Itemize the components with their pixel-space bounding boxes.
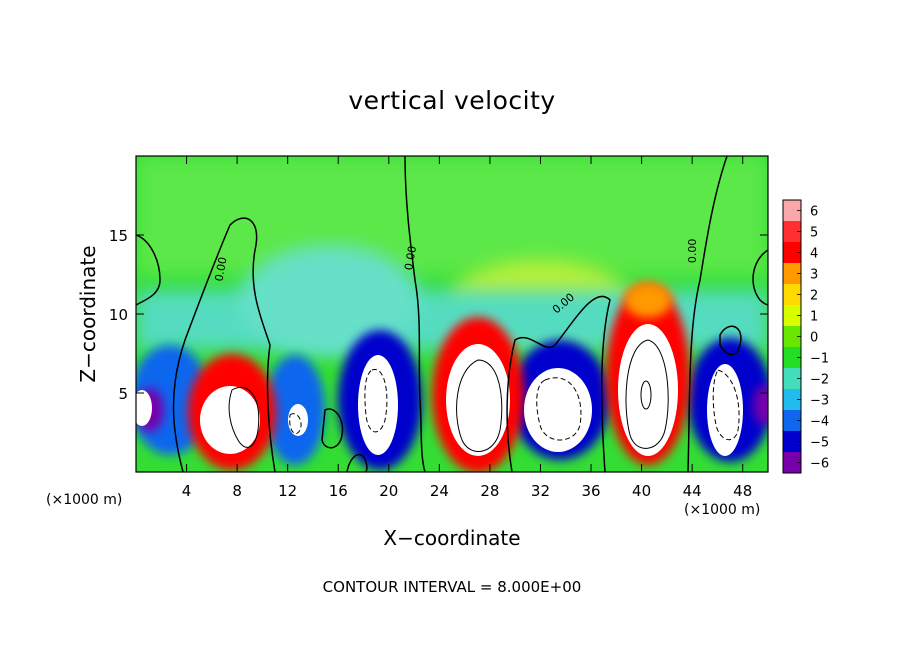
y-tick-label: 10 bbox=[109, 306, 128, 324]
downdraft-2-core bbox=[288, 404, 308, 436]
contour-zero-7 bbox=[719, 325, 742, 356]
x-tick-label: 48 bbox=[733, 482, 752, 500]
contour-pos-2 bbox=[456, 359, 503, 452]
x-tick-label: 24 bbox=[430, 482, 449, 500]
colorbar-label: −6 bbox=[810, 457, 829, 472]
x-unit-label-left: (×1000 m) bbox=[46, 492, 123, 508]
x-tick-label: 16 bbox=[329, 482, 348, 500]
x-tick-label: 44 bbox=[683, 482, 702, 500]
colorbar-swatch bbox=[783, 263, 801, 285]
colorbar-label: 6 bbox=[810, 205, 818, 220]
positive-contours bbox=[228, 339, 669, 452]
contour-zero-6 bbox=[752, 249, 768, 306]
contour-zero-5 bbox=[136, 234, 161, 306]
colorbar-swatch bbox=[783, 221, 801, 243]
colorbar-swatch bbox=[783, 368, 801, 390]
x-tick-label: 8 bbox=[232, 482, 242, 500]
x-tick-label: 4 bbox=[182, 482, 192, 500]
x-unit-label-right: (×1000 m) bbox=[684, 502, 761, 518]
y-axis-ticks: 5 10 15 bbox=[109, 227, 768, 403]
chart-title: vertical velocity bbox=[348, 86, 556, 115]
colorbar-label: −3 bbox=[810, 394, 829, 409]
contour-pos-3 bbox=[625, 339, 669, 449]
x-tick-label: 12 bbox=[278, 482, 297, 500]
downdraft-3-core bbox=[358, 355, 398, 455]
x-tick-label: 36 bbox=[581, 482, 600, 500]
colorbar-swatch bbox=[783, 452, 801, 474]
downdraft-5-core bbox=[707, 364, 743, 456]
colorbar-label: 3 bbox=[810, 268, 818, 283]
contour-neg-3 bbox=[712, 369, 740, 440]
y-tick-label: 5 bbox=[118, 385, 128, 403]
colorbar-label: 5 bbox=[810, 226, 818, 241]
colorbar-swatch bbox=[783, 410, 801, 432]
contour-zero-4 bbox=[687, 156, 728, 472]
colorbar-label: 2 bbox=[810, 289, 818, 304]
negative-contours bbox=[289, 369, 740, 441]
contour-zero-9 bbox=[346, 453, 368, 472]
colorbar-swatch bbox=[783, 200, 801, 222]
colorbar-label: −5 bbox=[810, 436, 829, 451]
contour-interval-note: CONTOUR INTERVAL = 8.000E+00 bbox=[322, 578, 582, 596]
contour-label: 0.00 bbox=[686, 239, 699, 263]
x-tick-label: 40 bbox=[632, 482, 651, 500]
contour-neg-2 bbox=[536, 377, 582, 441]
y-axis-label: Z−coordinate bbox=[76, 245, 100, 383]
colorbar-label: −4 bbox=[810, 415, 829, 430]
contour-neg-1 bbox=[364, 369, 388, 433]
contour-zero-2 bbox=[404, 156, 426, 472]
colorbar-swatch bbox=[783, 305, 801, 327]
heatmap-field bbox=[136, 156, 768, 472]
contour-label: 0.00 bbox=[402, 245, 419, 271]
colorbar-label: 4 bbox=[810, 247, 818, 262]
updraft-3-top bbox=[624, 282, 672, 318]
x-tick-label: 32 bbox=[531, 482, 550, 500]
contour-pos-4 bbox=[640, 380, 652, 410]
downdraft-4-core bbox=[524, 368, 592, 452]
contour-zero-3 bbox=[506, 295, 611, 472]
contour-zero-1 bbox=[172, 217, 276, 472]
downdraft-5-edge bbox=[753, 385, 768, 425]
contour-pos-1 bbox=[228, 387, 260, 448]
colorbar-swatch bbox=[783, 242, 801, 264]
colorbar-label: −2 bbox=[810, 373, 829, 388]
field-upper-band bbox=[136, 156, 768, 276]
field-cyan-patch bbox=[240, 245, 420, 355]
y-tick-label: 15 bbox=[109, 227, 128, 245]
colorbar-label: 1 bbox=[810, 310, 818, 325]
edge-core bbox=[136, 390, 152, 426]
colorbar-swatch bbox=[783, 431, 801, 453]
updraft-2-core bbox=[446, 344, 510, 456]
x-tick-label: 20 bbox=[379, 482, 398, 500]
x-tick-label: 28 bbox=[480, 482, 499, 500]
colorbar: 6 5 4 3 2 1 0 −1 −2 −3 −4 −5 −6 bbox=[782, 199, 829, 474]
contour-label: 0.00 bbox=[213, 256, 230, 282]
contour-zero-8 bbox=[321, 408, 344, 449]
colorbar-swatch bbox=[783, 389, 801, 411]
x-axis-ticks: 4 8 12 16 20 24 28 32 36 40 44 48 bbox=[182, 156, 752, 500]
colorbar-label: −1 bbox=[810, 352, 829, 367]
zero-contours bbox=[136, 156, 768, 472]
updraft-3-core bbox=[618, 324, 678, 456]
x-axis-label: X−coordinate bbox=[383, 526, 521, 550]
contour-labels: 0.00 0.000.000.00 bbox=[213, 239, 699, 317]
colorbar-swatch bbox=[783, 284, 801, 306]
colorbar-swatch bbox=[783, 326, 801, 348]
colorbar-label: 0 bbox=[810, 331, 818, 346]
colorbar-swatch bbox=[783, 347, 801, 369]
